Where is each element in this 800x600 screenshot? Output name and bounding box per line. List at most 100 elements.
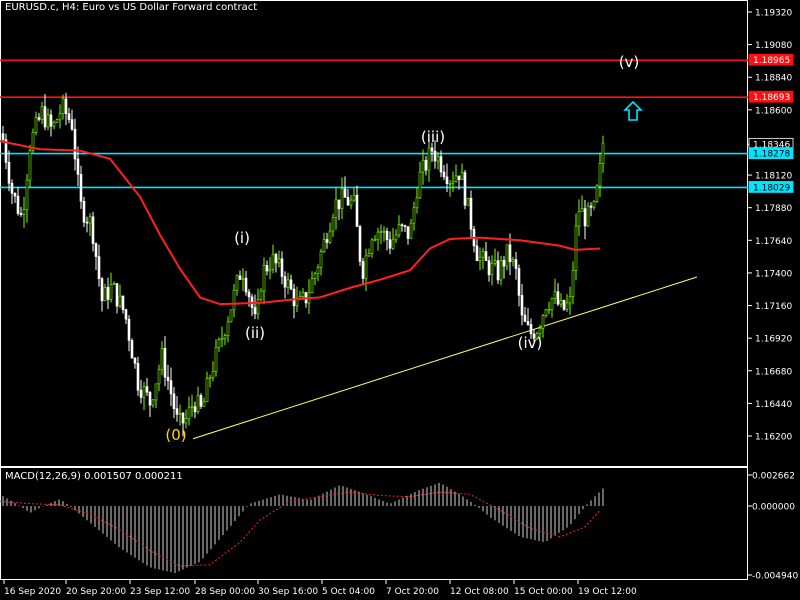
candle-body [385, 230, 389, 241]
candle-body [94, 243, 98, 257]
candle-body [433, 150, 437, 162]
candle-body [310, 278, 314, 293]
candle-body [313, 273, 317, 279]
candle-body [91, 216, 95, 244]
candle-body [76, 158, 80, 175]
candle-body [412, 207, 416, 224]
main-chart-frame [0, 0, 748, 467]
candle-body [547, 309, 551, 311]
price-axis-label: 1.16680 [755, 367, 792, 377]
candle-body [226, 321, 230, 336]
candle-body [520, 295, 524, 316]
candle-body [373, 239, 377, 241]
price-level-tag [748, 181, 794, 193]
candle-body [451, 181, 455, 184]
candle-body [115, 283, 119, 307]
candle-body [580, 208, 584, 212]
candle-body [202, 401, 206, 407]
candle-body [430, 147, 434, 152]
candle-body [475, 245, 479, 262]
candle-body [160, 348, 164, 371]
candle-body [409, 222, 413, 239]
price-level-tag [748, 53, 794, 66]
candle-body [22, 209, 26, 215]
candle-body [151, 399, 155, 406]
macd-axis-label: 0.002662 [752, 472, 795, 482]
candle-body [31, 131, 35, 151]
price-level-label: 1.18029 [753, 183, 790, 193]
candle-body [364, 255, 368, 279]
candle-body [205, 378, 209, 403]
time-axis-label: 15 Oct 00:00 [514, 587, 573, 597]
candle-body [49, 114, 53, 127]
candle-body [490, 262, 494, 276]
candle-body [601, 142, 605, 164]
candle-body [316, 267, 320, 275]
candle-body [331, 217, 335, 232]
candle-body [28, 150, 32, 181]
candle-body [190, 406, 194, 408]
candle-body [370, 239, 374, 254]
candle-body [586, 205, 590, 227]
price-axis-label: 1.19080 [755, 41, 792, 51]
time-axis-label: 5 Oct 04:00 [322, 587, 375, 597]
candle-body [595, 185, 599, 202]
price-axis-label: 1.18120 [755, 172, 792, 182]
wave-label: (v) [619, 53, 640, 71]
candle-body [523, 314, 527, 322]
candle-body [334, 199, 338, 219]
candle-body [79, 174, 83, 202]
macd-axis-label: 0.000000 [752, 503, 795, 513]
macd-signal-line [0, 491, 601, 567]
candle-body [499, 260, 503, 281]
candle-body [145, 386, 149, 393]
candle-body [199, 395, 203, 407]
candle-body [220, 338, 224, 340]
candle-body [10, 182, 14, 194]
candle-body [118, 295, 122, 307]
candle-body [442, 171, 446, 178]
candle-body [238, 275, 242, 280]
candle-body [283, 276, 287, 288]
candle-body [346, 197, 350, 206]
candle-body [532, 333, 536, 339]
price-level-label: 1.18965 [753, 56, 790, 66]
candle-body [97, 256, 101, 279]
candle-body [388, 239, 392, 249]
candle-body [508, 244, 512, 262]
time-axis-label: 7 Oct 20:00 [386, 587, 439, 597]
cyan-up-arrow-icon [623, 100, 643, 121]
candle-body [277, 258, 281, 264]
candle-body [46, 114, 50, 128]
candle-body [421, 159, 425, 173]
candle-body [445, 176, 449, 184]
candle-body [496, 260, 500, 281]
candle-body [244, 277, 248, 293]
candle-body [178, 412, 182, 415]
candle-body [58, 113, 62, 121]
candle-body [556, 291, 560, 305]
candle-body [544, 309, 548, 316]
candle-body [142, 386, 146, 398]
chart-title: EURUSD.c, H4: Euro vs US Dollar Forward … [5, 2, 258, 13]
candle-body [265, 265, 269, 272]
candle-body [61, 98, 65, 114]
candle-body [229, 309, 233, 323]
candle-body [223, 335, 227, 339]
candle-body [112, 283, 116, 285]
candle-body [40, 106, 44, 120]
candle-body [418, 171, 422, 199]
candle-body [289, 279, 293, 290]
candle-body [382, 230, 386, 233]
price-axis-label: 1.17160 [755, 302, 792, 312]
candle-body [535, 333, 539, 339]
candle-body [505, 244, 509, 267]
candle-body [211, 370, 215, 378]
candle-body [427, 147, 431, 171]
candle-body [337, 199, 341, 210]
candle-body [232, 289, 236, 311]
time-axis-label: 20 Sep 20:00 [66, 587, 126, 597]
candle-body [454, 175, 458, 182]
candle-body [439, 156, 443, 173]
